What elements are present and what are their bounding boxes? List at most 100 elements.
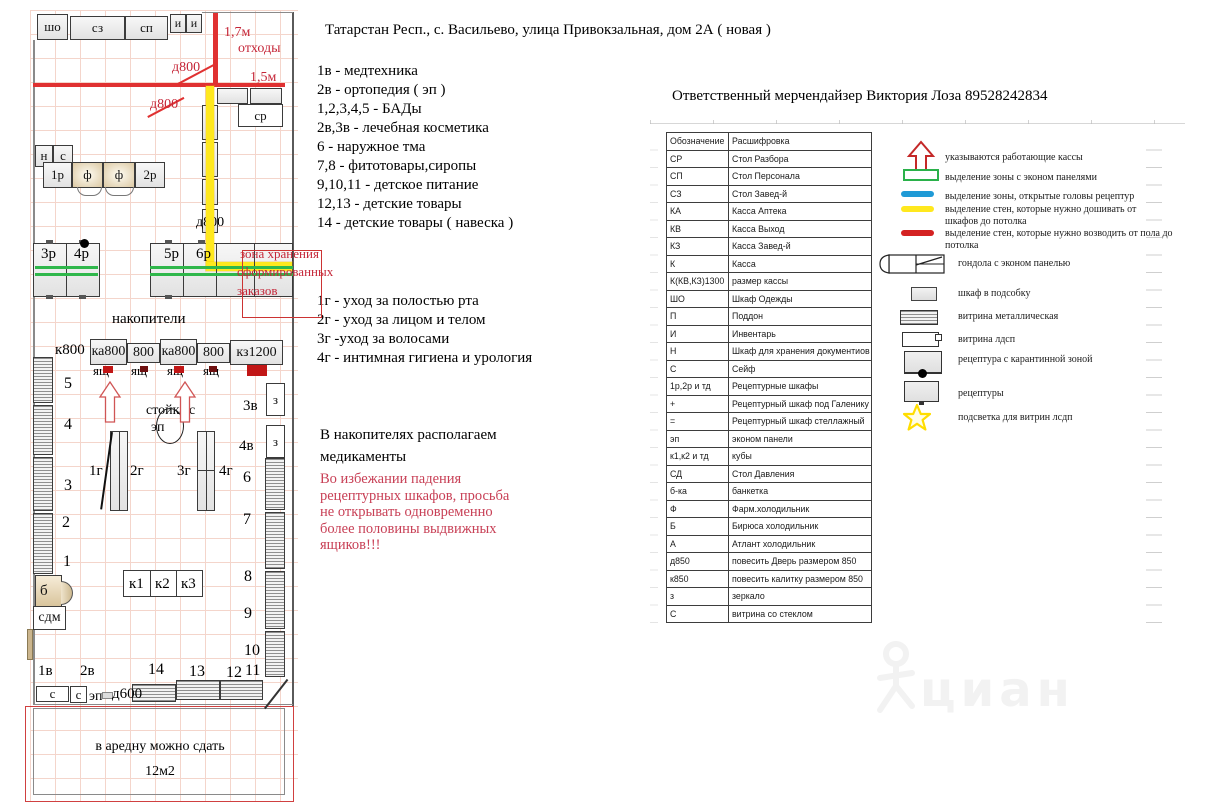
care-zone-label: 2г (130, 463, 144, 479)
table-row: КЗ Касса Завед-й (666, 237, 872, 256)
text-line: 12,13 - детские товары (317, 196, 462, 212)
legend-caption: подсветка для витрин лсдп (958, 412, 1073, 423)
showcase-label: 1в (38, 663, 53, 679)
showcase-label: 3в (243, 398, 258, 414)
address-title: Татарстан Респ., с. Васильево, улица При… (325, 22, 771, 38)
zone-number: 3 (64, 477, 72, 494)
cash-desk-box: ка800 (90, 339, 127, 365)
table-header-description: Расшифровка (728, 132, 872, 151)
box-label: ка800 (91, 344, 126, 359)
text-line: 1,2,3,4,5 - БАДы (317, 101, 422, 117)
accumulators-note: В накопителях располагаем медикаменты (320, 424, 497, 468)
wardrobe-box: шо (37, 14, 68, 40)
table-cell-symbol: Ф (666, 499, 729, 518)
table-cell-symbol: = (666, 412, 729, 431)
door-d800-label: д800 (172, 60, 201, 75)
care-zone-label: 3г (177, 463, 191, 479)
box-label: и (190, 16, 198, 30)
box-label: 1р (51, 167, 64, 182)
box-label: ф (83, 167, 92, 182)
care-zones-list: 1г - уход за полостью рта 2г - уход за ли… (317, 292, 532, 368)
order-zone-rect (242, 250, 322, 318)
table-cell-description: Касса (728, 254, 872, 273)
drawer-marker (174, 366, 184, 373)
box-label: 2р (143, 167, 157, 182)
legend-caption: витрина лдсп (958, 334, 1016, 345)
text-line: рецептурных шкафов, просьба (320, 487, 510, 504)
counter-divider (66, 243, 67, 297)
table-header-row: Обозначение Расшифровка (666, 132, 872, 151)
box-label: ф (114, 167, 124, 182)
table-row: КВ Касса Выход (666, 219, 872, 238)
table-cell-symbol: к1,к2 и тд (666, 447, 729, 466)
table-row: И Инвентарь (666, 324, 872, 343)
table-cell-symbol: К (666, 254, 729, 273)
warning-note: Во избежании падения рецептурных шкафов, … (320, 471, 509, 554)
cash-label: к800 (55, 342, 85, 358)
zone-number: 4 (64, 416, 72, 433)
door-d600-label: д600 (112, 686, 143, 702)
gondola-divider (119, 431, 120, 511)
green-zone-line (35, 266, 98, 269)
legend-caption: рецептуры (958, 388, 1004, 399)
table-row: СД Стол Давления (666, 464, 872, 483)
wall-right (292, 12, 294, 707)
table-cell-symbol: СР (666, 149, 729, 168)
table-cell-description: размер кассы (728, 272, 872, 291)
table-cell-description: Стол Давления (728, 464, 872, 483)
zone-number: 11 (245, 662, 261, 679)
table-cell-symbol: б-ка (666, 482, 729, 501)
text-line: 7,8 - фитотовары,сиропы (317, 158, 477, 174)
text-line: 3г -уход за волосами (317, 331, 450, 347)
counter-tab (198, 240, 205, 244)
storage-box (217, 88, 248, 104)
text-line: 1г - уход за полостью рта (317, 293, 479, 309)
zone-number: 7 (243, 511, 251, 528)
metal-showcase (176, 680, 220, 700)
metal-showcase (265, 631, 285, 677)
table-row: К(КВ,КЗ)1300 размер кассы (666, 272, 872, 291)
table-cell-description: Шкаф Одежды (728, 289, 872, 308)
mirror-box: з (266, 425, 285, 458)
text-line: не открывать одновременно (320, 504, 493, 520)
green-zone-line (150, 266, 293, 269)
zone-number: 13 (189, 663, 205, 680)
table-cell-symbol: ШО (666, 289, 729, 308)
table-cell-description: Рецептурный шкаф стеллажный (728, 412, 872, 431)
text-line: 6 - наружное тма (317, 139, 426, 155)
text-line: 9,10,11 - детское питание (317, 177, 479, 193)
cash-desk-box: 800 (127, 343, 160, 363)
table-cell-description: повесить калитку размером 850 (728, 569, 872, 588)
cube-divider (176, 570, 177, 597)
rent-area-rect (25, 706, 294, 802)
legend-caption: выделение стен, которые нужно дошивать о… (945, 204, 1137, 227)
table-row: КА Касса Аптека (666, 202, 872, 221)
zone-number: 5 (64, 375, 72, 392)
table-cell-symbol: П (666, 307, 729, 326)
table-cell-description: Шкаф для хранения документиов (728, 342, 872, 361)
table-cell-symbol: КЗ (666, 237, 729, 256)
box-label: з (272, 433, 279, 449)
table-cell-description: зеркало (728, 587, 872, 606)
text-line: 2в,3в - лечебная косметика (317, 120, 489, 136)
red-line-icon (901, 230, 934, 236)
receptura-icon (904, 381, 939, 402)
table-cell-symbol: д850 (666, 552, 729, 571)
legend-caption: указываются работающие кассы (945, 152, 1083, 163)
box-label: ка800 (161, 344, 196, 359)
table-cell-symbol: С (666, 604, 729, 623)
text-line: ящиков!!! (320, 537, 381, 553)
legend-caption: выделение зоны, открытые головы рецептур (945, 191, 1135, 202)
cash-desk-box: 800 (197, 343, 230, 363)
metal-showcase-icon (900, 310, 938, 325)
box-label: 800 (203, 345, 224, 360)
zone-number: 8 (244, 568, 252, 585)
dimension-label: 1,7м (224, 25, 251, 40)
box-label: с (75, 686, 82, 702)
prescription-cabinet-box: 2р (135, 162, 165, 188)
door-d800-label: д800 (150, 97, 179, 112)
table-cell-description: Касса Выход (728, 219, 872, 238)
text-line: 2в - ортопедия ( эп ) (317, 82, 446, 98)
accumulators-label: накопители (112, 311, 186, 327)
table-row: Н Шкаф для хранения документиов (666, 342, 872, 361)
